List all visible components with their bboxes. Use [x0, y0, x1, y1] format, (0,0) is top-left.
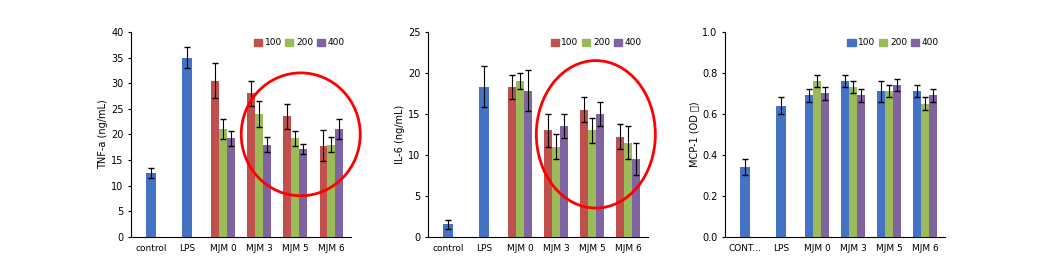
Bar	[328, 145, 335, 237]
Y-axis label: IL-6 (ng/mL): IL-6 (ng/mL)	[395, 105, 405, 164]
Bar	[248, 93, 255, 237]
Bar	[805, 95, 813, 237]
Bar	[588, 130, 596, 237]
Bar	[517, 81, 524, 237]
Bar	[821, 93, 828, 237]
Legend: 100, 200, 400: 100, 200, 400	[252, 36, 346, 49]
Bar	[921, 104, 929, 237]
Bar	[219, 129, 227, 237]
Bar	[581, 110, 588, 237]
Bar	[885, 91, 894, 237]
Bar	[319, 146, 328, 237]
Bar	[841, 81, 849, 237]
Bar	[227, 138, 235, 237]
Bar	[929, 95, 937, 237]
Bar	[776, 106, 785, 237]
Bar	[299, 149, 308, 237]
Bar	[914, 91, 921, 237]
Bar	[146, 173, 155, 237]
Bar	[211, 81, 219, 237]
Bar	[479, 87, 488, 237]
Bar	[560, 126, 568, 237]
Bar	[255, 114, 264, 237]
Bar	[813, 81, 821, 237]
Bar	[264, 145, 271, 237]
Bar	[616, 137, 625, 237]
Bar	[877, 91, 885, 237]
Bar	[894, 85, 901, 237]
Bar	[443, 225, 453, 237]
Bar	[544, 130, 552, 237]
Bar	[857, 95, 865, 237]
Bar	[596, 114, 604, 237]
Bar	[849, 87, 857, 237]
Bar	[625, 143, 632, 237]
Bar	[284, 117, 291, 237]
Bar	[632, 159, 640, 237]
Bar	[552, 147, 560, 237]
Bar	[335, 129, 343, 237]
Bar	[291, 138, 299, 237]
Legend: 100, 200, 400: 100, 200, 400	[845, 36, 941, 49]
Bar	[524, 91, 532, 237]
Legend: 100, 200, 400: 100, 200, 400	[549, 36, 644, 49]
Bar	[508, 87, 517, 237]
Bar	[740, 167, 750, 237]
Bar	[183, 57, 192, 237]
Y-axis label: MCP-1 (OD 값): MCP-1 (OD 값)	[689, 102, 699, 167]
Y-axis label: TNF-a (ng/mL): TNF-a (ng/mL)	[99, 99, 108, 169]
